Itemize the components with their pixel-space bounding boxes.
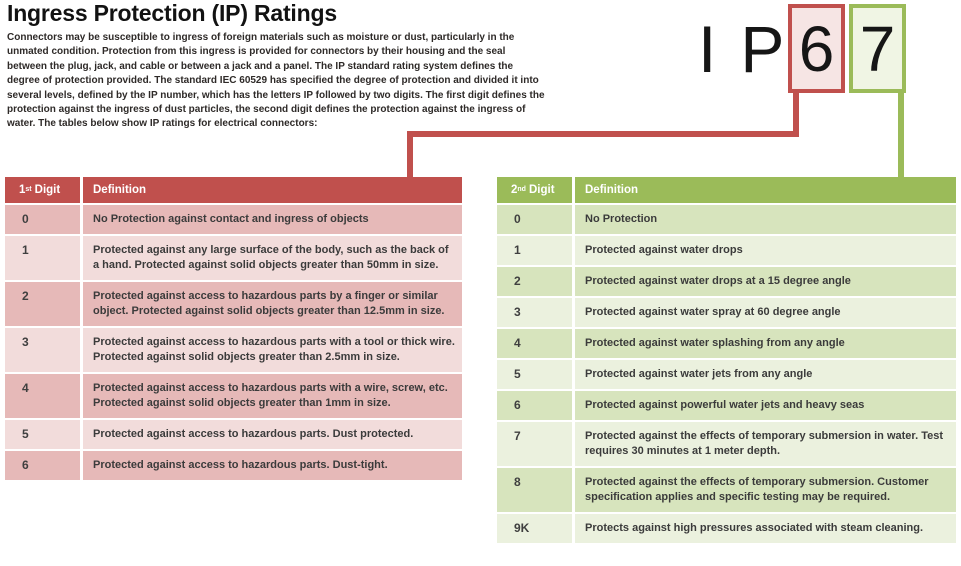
definition-cell: Protected against water drops at a 15 de…: [585, 275, 851, 287]
first-digit-connector-line-vertical: [793, 92, 799, 137]
digit-cell: 4: [5, 374, 83, 418]
digit-cell: 3: [5, 328, 83, 372]
table-row: 3 Protected against access to hazardous p…: [5, 326, 462, 372]
definition-cell: Protected against powerful water jets an…: [585, 399, 865, 411]
digit-cell: 9K: [497, 514, 575, 543]
digit-cell: 2: [5, 282, 83, 326]
table-row: 3 Protected against water spray at 60 deg…: [497, 296, 956, 327]
definition-cell: Protected against any large surface of t…: [93, 244, 449, 271]
table-row: 8 Protected against the effects of tempor…: [497, 466, 956, 512]
table-row: 0 No Protection: [497, 203, 956, 234]
table-row: 1 Protected against any large surface of …: [5, 234, 462, 280]
digit-cell: 2: [497, 267, 575, 296]
table-row: 1 Protected against water drops: [497, 234, 956, 265]
table-row: 9K Protects against high pressures associ…: [497, 512, 956, 543]
table-row: 4 Protected against water splashing from …: [497, 327, 956, 358]
definition-cell: Protected against access to hazardous pa…: [93, 428, 414, 440]
definition-cell: Protected against the effects of tempora…: [585, 476, 929, 503]
table-row: 5 Protected against water jets from any a…: [497, 358, 956, 389]
table-row: 4 Protected against access to hazardous p…: [5, 372, 462, 418]
definition-cell: Protected against access to hazardous pa…: [93, 459, 388, 471]
first-digit-connector-line-drop: [407, 131, 413, 178]
definition-cell: No Protection: [585, 213, 658, 225]
digit-cell: 4: [497, 329, 575, 358]
table-row: 2 Protected against access to hazardous p…: [5, 280, 462, 326]
definition-cell: Protected against water spray at 60 degr…: [585, 306, 841, 318]
digit-cell: 6: [5, 451, 83, 480]
second-digit-value: 7: [859, 12, 896, 85]
definition-cell: Protected against water jets from any an…: [585, 368, 813, 380]
table-row: 6 Protected against access to hazardous p…: [5, 449, 462, 480]
digit-cell: 5: [497, 360, 575, 389]
definition-cell: Protected against access to hazardous pa…: [93, 290, 445, 317]
digit-cell: 1: [497, 236, 575, 265]
digit-cell: 5: [5, 420, 83, 449]
definition-cell: Protected against water splashing from a…: [585, 337, 845, 349]
second-digit-connector-line: [898, 92, 904, 178]
table-row: 2 Protected against water drops at a 15 d…: [497, 265, 956, 296]
first-digit-connector-line-horizontal: [407, 131, 799, 137]
digit-cell: 7: [497, 422, 575, 466]
digit-cell: 0: [497, 205, 575, 234]
digit-cell: 8: [497, 468, 575, 512]
definition-cell: Protected against water drops: [585, 244, 743, 256]
first-digit-value: 6: [798, 12, 835, 85]
table-row: 6 Protected against powerful water jets a…: [497, 389, 956, 420]
digit-cell: 0: [5, 205, 83, 234]
table-row: 7 Protected against the effects of tempor…: [497, 420, 956, 466]
digit-cell: 6: [497, 391, 575, 420]
definition-cell: Protected against access to hazardous pa…: [93, 382, 448, 409]
definition-column-header: Definition: [585, 184, 639, 196]
first-digit-table-body: 0 No Protection against contact and ingre…: [5, 203, 462, 480]
first-digit-box: 6: [788, 4, 845, 93]
table-row: 0 No Protection against contact and ingre…: [5, 203, 462, 234]
second-digit-table-body: 0 No Protection 1 Protected against water d…: [497, 203, 956, 543]
definition-cell: No Protection against contact and ingres…: [93, 213, 369, 225]
table-row: 5 Protected against access to hazardous p…: [5, 418, 462, 449]
definition-cell: Protected against access to hazardous pa…: [93, 336, 455, 363]
ip-prefix-letters: IP: [698, 11, 809, 86]
page-title: Ingress Protection (IP) Ratings: [7, 0, 337, 26]
intro-paragraph: Connectors may be susceptible to ingress…: [7, 32, 545, 130]
second-digit-box: 7: [849, 4, 906, 93]
definition-cell: Protected against the effects of tempora…: [585, 430, 943, 457]
digit-cell: 1: [5, 236, 83, 280]
definition-column-header: Definition: [93, 184, 147, 196]
definition-cell: Protects against high pressures associat…: [585, 522, 924, 534]
digit-cell: 3: [497, 298, 575, 327]
